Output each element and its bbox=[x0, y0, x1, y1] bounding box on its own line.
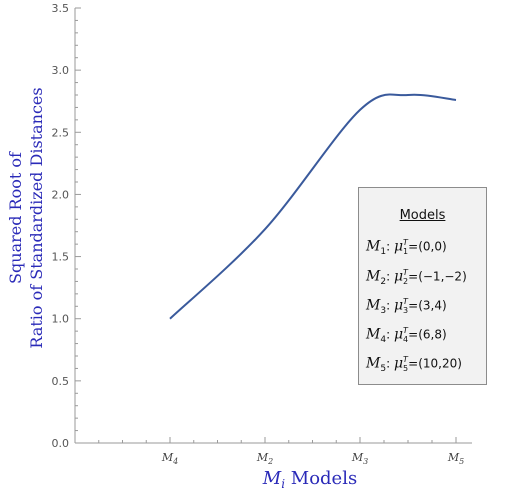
x-axis-ticks: M4 M2 M3 M5 bbox=[98, 437, 464, 466]
legend-title: Models bbox=[399, 208, 446, 223]
y-tick-label: 0.0 bbox=[52, 437, 70, 450]
y-axis-title: Squared Root of Ratio of Standardized Dis… bbox=[6, 87, 46, 348]
legend-entry: M4: μ T 4 =(6,8) bbox=[366, 326, 447, 345]
series bbox=[169, 93, 457, 320]
y-tick-label: 3.5 bbox=[52, 2, 70, 15]
x-tick-label: M5 bbox=[447, 451, 464, 466]
y-axis-title-line: Ratio of Standardized Distances bbox=[27, 87, 46, 348]
legend-entry: M3: μ T 3 =(3,4) bbox=[366, 297, 447, 316]
legend-entry: M2: μ T 2 =(−1,−2) bbox=[366, 268, 467, 287]
legend-entry: M5: μ T 5 =(10,20) bbox=[366, 355, 462, 374]
y-tick-label: 1.5 bbox=[52, 251, 70, 264]
x-tick-label: M2 bbox=[256, 451, 273, 466]
y-tick-label: 1.0 bbox=[52, 313, 70, 326]
y-tick-label: 2.0 bbox=[52, 188, 70, 201]
x-tick-label: M4 bbox=[161, 451, 178, 466]
axes bbox=[74, 8, 472, 444]
y-tick-label: 3.0 bbox=[52, 64, 70, 77]
series-line bbox=[169, 93, 457, 320]
y-tick-label: 0.5 bbox=[52, 375, 70, 388]
y-tick-label: 2.5 bbox=[52, 126, 70, 139]
x-tick-label: M3 bbox=[351, 451, 368, 466]
legend: Models M1: μ T 1 =(0,0) M2: μ T 2 =(−1,−2) M3: μ… bbox=[358, 187, 487, 385]
y-axis-ticks: 0.0 0.5 1.0 1.5 2.0 2.5 3.0 3.5 bbox=[52, 2, 81, 450]
legend-entry: M1: μ T 1 =(0,0) bbox=[366, 238, 447, 257]
x-axis-title-text: Mi Models bbox=[262, 468, 357, 491]
x-axis-title: Mi Models bbox=[262, 468, 357, 491]
y-axis-title-line: Squared Root of bbox=[6, 151, 25, 284]
